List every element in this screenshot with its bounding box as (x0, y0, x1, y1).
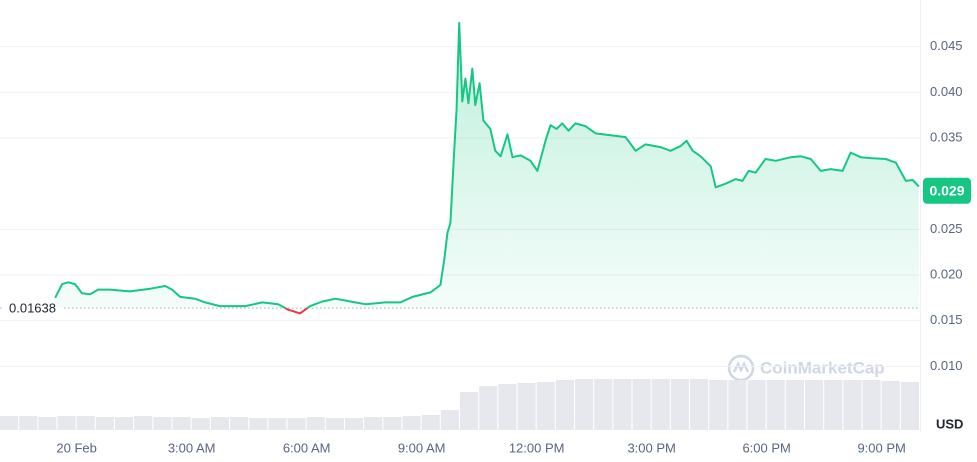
volume-bar (440, 410, 459, 430)
volume-bar (900, 382, 919, 430)
volume-bar (555, 380, 574, 430)
x-tick-label: 3:00 PM (627, 440, 675, 455)
volume-bar (0, 416, 19, 430)
currency-label: USD (936, 416, 963, 431)
volume-bar (306, 417, 325, 430)
volume-bar (785, 380, 804, 430)
price-line (54, 21, 920, 309)
volume-bar (651, 379, 670, 430)
watermark: CoinMarketCap (727, 354, 885, 382)
volume-bar (498, 384, 517, 430)
reference-label-bg (4, 299, 64, 318)
volume-bar (728, 380, 747, 430)
x-tick-label: 6:00 PM (742, 440, 790, 455)
volume-bar (249, 418, 268, 430)
volume-bar (594, 379, 613, 430)
volume-bar (172, 417, 191, 430)
volume-bar (747, 380, 766, 430)
volume-bar (210, 417, 229, 430)
y-tick-label: 0.045 (930, 38, 963, 53)
x-tick-label: 9:00 AM (398, 440, 446, 455)
x-tick-label: 20 Feb (56, 440, 96, 455)
volume-bar (824, 380, 843, 430)
x-tick-label: 3:00 AM (168, 440, 216, 455)
volume-bar (19, 416, 38, 430)
volume-bar (134, 416, 153, 430)
volume-bar (230, 417, 249, 430)
y-tick-label: 0.035 (930, 129, 963, 144)
volume-bar (575, 379, 594, 430)
current-price-badge (923, 177, 971, 204)
volume-bar (862, 380, 881, 430)
reference-label: 0.01638 (9, 301, 56, 316)
y-tick-label: 0.040 (930, 84, 963, 99)
volume-bar (38, 417, 57, 430)
x-tick-label: 9:00 PM (857, 440, 905, 455)
volume-bar (421, 415, 440, 430)
volume-bar (479, 386, 498, 430)
y-tick-label: 0.010 (930, 358, 963, 373)
volume-bar (325, 418, 344, 430)
volume-bar (76, 416, 95, 430)
watermark-text: CoinMarketCap (760, 358, 885, 377)
volume-bar (881, 381, 900, 430)
volume-bar (364, 417, 383, 430)
volume-bar (536, 382, 555, 430)
volume-bar (632, 379, 651, 430)
x-tick-label: 6:00 AM (283, 440, 331, 455)
volume-bar (191, 418, 210, 430)
volume-bar (709, 380, 728, 430)
volume-bar (670, 379, 689, 430)
y-tick-label: 0.015 (930, 312, 963, 327)
volume-bar (95, 417, 114, 430)
volume-bar (287, 418, 306, 430)
volume-bar (345, 418, 364, 430)
price-area (55, 22, 919, 309)
volume-bar (460, 392, 479, 430)
y-tick-label: 0.020 (930, 266, 963, 281)
x-tick-label: 12:00 PM (509, 440, 565, 455)
current-price-label: 0.029 (929, 183, 964, 199)
y-tick-label: 0.025 (930, 221, 963, 236)
volume-bar (402, 416, 421, 430)
volume-bar (805, 380, 824, 430)
volume-bar (690, 379, 709, 430)
volume-bar (766, 380, 785, 430)
volume-bar (613, 379, 632, 430)
volume-bar (843, 380, 862, 430)
volume-bar (153, 417, 172, 430)
volume-bar (383, 417, 402, 430)
volume-bar (57, 416, 76, 430)
volume-bar (517, 383, 536, 430)
volume-bar (268, 418, 287, 430)
volume-bar (115, 417, 134, 430)
